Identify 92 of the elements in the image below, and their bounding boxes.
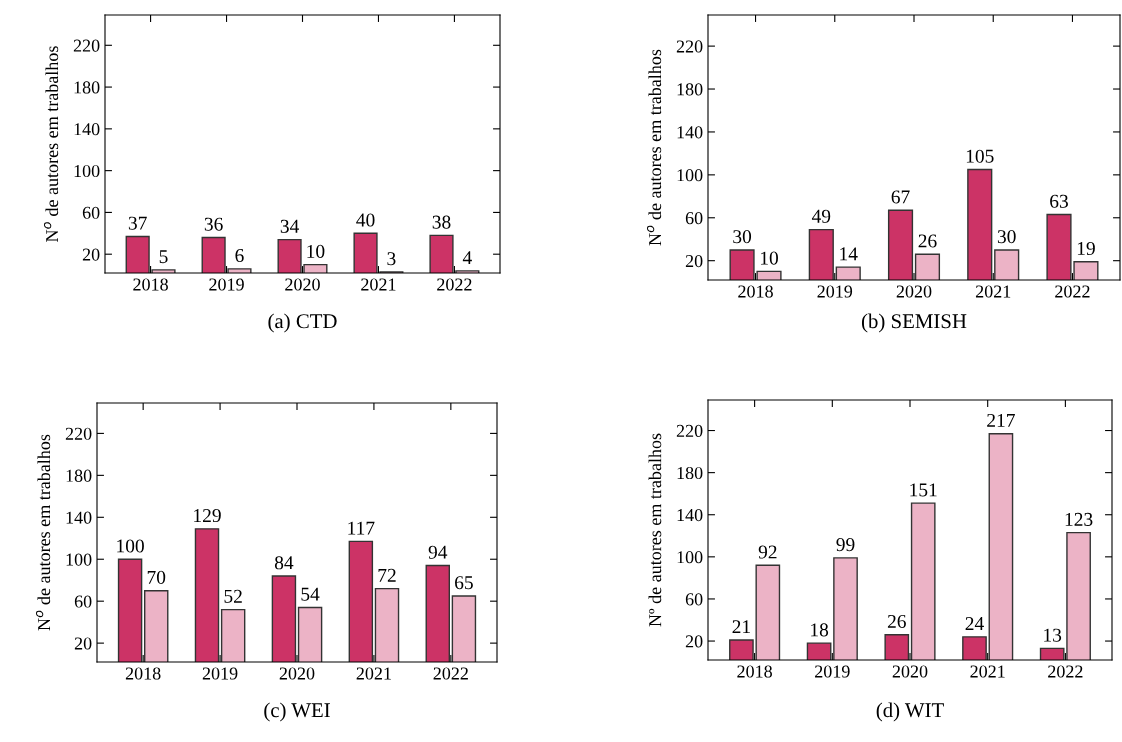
y-tick-label: 100 xyxy=(66,553,92,566)
text: (d) WIT xyxy=(876,702,944,722)
text: (c) WEI xyxy=(264,702,330,722)
data-label: 36 xyxy=(204,217,223,231)
x-tick-label: 2022 xyxy=(1048,665,1083,678)
data-label: 26 xyxy=(918,234,937,248)
data-label: 117 xyxy=(348,521,375,535)
y-tick-label: 180 xyxy=(74,81,100,94)
data-label: 26 xyxy=(887,614,906,629)
data-label: 151 xyxy=(910,483,937,497)
y-tick-label: 60 xyxy=(685,212,703,225)
data-label: 49 xyxy=(811,209,831,223)
x-tick-label: 2018 xyxy=(125,667,161,680)
y-tick-label: 20 xyxy=(74,637,92,650)
data-label: 34 xyxy=(280,219,299,233)
y-tick-label: 220 xyxy=(676,424,703,437)
data-label: 13 xyxy=(1044,628,1062,642)
x-tick-label: 2021 xyxy=(975,285,1011,298)
data-label: 3 xyxy=(387,252,396,266)
data-label: 19 xyxy=(1077,241,1095,256)
x-tick-label: 2019 xyxy=(815,665,850,678)
y-axis-title: N$^{o}$ de autores em trabalhos xyxy=(36,434,51,631)
y-tick-label: 140 xyxy=(677,508,703,522)
x-tick-label: 2020 xyxy=(279,667,315,680)
data-label: 54 xyxy=(301,587,320,601)
data-label: 24 xyxy=(965,617,984,630)
y-tick-label: 60 xyxy=(82,206,100,219)
y-tick-label: 20 xyxy=(82,248,100,261)
data-label: 63 xyxy=(1050,194,1068,208)
x-tick-label: 2019 xyxy=(209,278,244,291)
data-label: 70 xyxy=(147,570,166,584)
y-tick-label: 100 xyxy=(677,551,703,564)
data-label: 21 xyxy=(732,620,750,634)
y-tick-label: 180 xyxy=(677,466,703,480)
y-tick-label: 20 xyxy=(685,635,703,648)
y-tick-label: 220 xyxy=(65,427,92,440)
data-label: 30 xyxy=(997,230,1016,244)
data-label: 123 xyxy=(1065,512,1093,526)
y-tick-label: 220 xyxy=(676,40,703,53)
y-axis-title: N$^{o}$ de autores em trabalhos xyxy=(647,49,662,246)
y-tick-label: 60 xyxy=(685,593,703,606)
data-label: 14 xyxy=(840,247,858,261)
data-label: 99 xyxy=(836,538,855,552)
y-tick-label: 140 xyxy=(677,126,703,139)
data-label: 67 xyxy=(891,190,910,204)
data-label: 92 xyxy=(758,545,777,559)
y-tick-label: 140 xyxy=(74,123,100,136)
x-tick-label: 2018 xyxy=(738,285,773,298)
x-tick-label: 2019 xyxy=(817,285,853,298)
x-tick-label: 2020 xyxy=(892,665,928,678)
data-label: 4 xyxy=(462,251,472,264)
y-tick-label: 220 xyxy=(73,39,100,52)
data-label: 100 xyxy=(117,539,144,553)
y-tick-label: 100 xyxy=(74,164,100,178)
y-tick-label: 180 xyxy=(677,83,703,96)
data-label: 105 xyxy=(966,149,994,163)
data-label: 65 xyxy=(455,576,473,590)
y-tick-label: 60 xyxy=(74,595,92,608)
x-tick-label: 2018 xyxy=(133,278,168,291)
data-label: 37 xyxy=(128,216,147,230)
y-axis-title: Nº de autores em trabalhos xyxy=(648,433,662,627)
x-tick-label: 2020 xyxy=(285,278,320,291)
data-label: 52 xyxy=(224,589,242,603)
x-tick-label: 2021 xyxy=(361,278,396,291)
data-label: 217 xyxy=(987,413,1015,427)
text: (a) CTD xyxy=(268,313,337,333)
y-tick-label: 180 xyxy=(66,469,92,482)
x-tick-label: 2019 xyxy=(202,667,238,680)
data-label: 40 xyxy=(356,213,375,227)
x-tick-label: 2022 xyxy=(437,278,472,291)
x-tick-label: 2022 xyxy=(1055,285,1090,298)
x-tick-label: 2022 xyxy=(433,667,468,680)
y-axis-title: N$^{o}$ de autores em trabalhos xyxy=(44,46,59,242)
data-label: 10 xyxy=(761,251,778,265)
x-tick-label: 2021 xyxy=(356,667,391,680)
data-label: 72 xyxy=(378,568,396,582)
data-label: 38 xyxy=(432,215,451,229)
text: (b) SEMISH xyxy=(861,313,967,333)
y-tick-label: 140 xyxy=(66,511,92,524)
data-label: 18 xyxy=(811,623,829,637)
x-tick-label: 2018 xyxy=(737,665,772,678)
data-label: 30 xyxy=(733,230,752,244)
data-label: 129 xyxy=(194,509,221,523)
data-label: 84 xyxy=(274,556,294,570)
y-tick-label: 100 xyxy=(677,169,703,182)
data-label: 94 xyxy=(428,545,448,559)
data-label: 10 xyxy=(307,244,325,258)
y-tick-label: 20 xyxy=(685,254,703,268)
x-tick-label: 2021 xyxy=(970,665,1005,678)
x-tick-label: 2020 xyxy=(896,285,932,298)
data-label: 6 xyxy=(235,249,244,263)
data-label: 5 xyxy=(159,250,168,264)
